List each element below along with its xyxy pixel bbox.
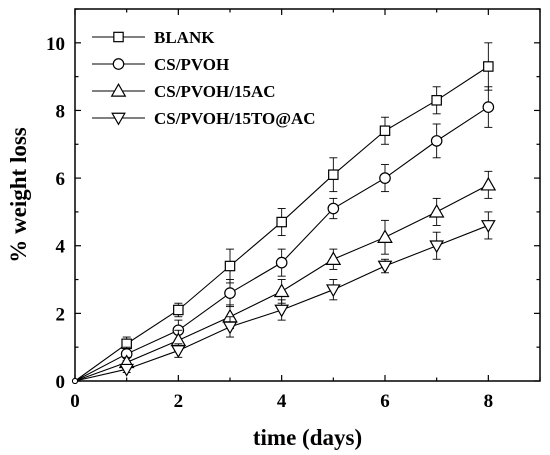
data-point xyxy=(483,61,494,72)
data-point xyxy=(276,216,287,228)
y-tick-label: 2 xyxy=(56,304,66,325)
data-point xyxy=(224,260,236,272)
data-point xyxy=(430,135,443,147)
data-point xyxy=(328,169,339,180)
axis-ticks: 0 2 4 6 8 0 2 4 6 8 10 xyxy=(46,8,541,412)
y-tick-label: 8 xyxy=(56,101,66,122)
data-point xyxy=(72,378,78,384)
legend-label: BLANK xyxy=(154,28,215,47)
y-tick-label: 10 xyxy=(46,34,65,55)
legend-marker xyxy=(110,82,127,97)
data-point xyxy=(377,229,393,243)
legend-label: CS/PVOH xyxy=(154,55,229,74)
data-point xyxy=(119,363,135,377)
series-line xyxy=(74,106,489,382)
data-point xyxy=(480,220,496,233)
data-point xyxy=(429,240,445,254)
legend-marker xyxy=(112,58,125,70)
series-3 xyxy=(72,211,496,384)
series-2 xyxy=(72,170,497,384)
legend-label: CS/PVOH/15TO@AC xyxy=(154,109,316,128)
y-tick-label: 6 xyxy=(56,169,66,190)
legend-label: CS/PVOH/15AC xyxy=(154,82,276,101)
legend-item: CS/PVOH xyxy=(92,55,229,74)
data-point xyxy=(428,203,445,218)
data-point xyxy=(379,172,391,184)
x-tick-label: 0 xyxy=(70,391,80,412)
data-point xyxy=(273,283,290,298)
data-point xyxy=(482,101,495,113)
plot-frame xyxy=(74,8,541,382)
data-point xyxy=(377,260,393,274)
x-tick-label: 8 xyxy=(484,391,494,412)
data-point xyxy=(431,95,442,106)
data-point xyxy=(325,251,342,265)
legend-item: BLANK xyxy=(92,28,215,47)
x-tick-label: 2 xyxy=(174,391,184,412)
legend-marker xyxy=(113,31,124,43)
data-point xyxy=(327,202,340,215)
x-tick-label: 6 xyxy=(380,391,390,412)
data-point xyxy=(173,304,184,316)
y-tick-label: 0 xyxy=(56,372,66,393)
series-layer xyxy=(72,42,497,384)
x-tick-label: 4 xyxy=(277,391,287,412)
data-point xyxy=(274,304,290,318)
data-point xyxy=(480,176,497,191)
data-point xyxy=(170,345,186,359)
data-point xyxy=(379,125,391,137)
data-point xyxy=(222,321,238,335)
plot-border xyxy=(74,8,541,382)
data-point xyxy=(275,256,288,269)
legend-item: CS/PVOH/15TO@AC xyxy=(92,109,316,128)
data-point xyxy=(224,287,236,299)
y-tick-label: 4 xyxy=(56,237,66,258)
legend-marker xyxy=(111,112,126,126)
x-axis-title: time (days) xyxy=(253,425,362,450)
series-0 xyxy=(72,42,494,384)
legend-item: CS/PVOH/15AC xyxy=(92,82,276,101)
y-axis-title: % weight loss xyxy=(6,127,31,263)
data-point xyxy=(325,284,341,298)
legend: BLANK CS/PVOH CS/PVOH/15AC CS/PVOH/15TO@AC xyxy=(92,28,316,128)
